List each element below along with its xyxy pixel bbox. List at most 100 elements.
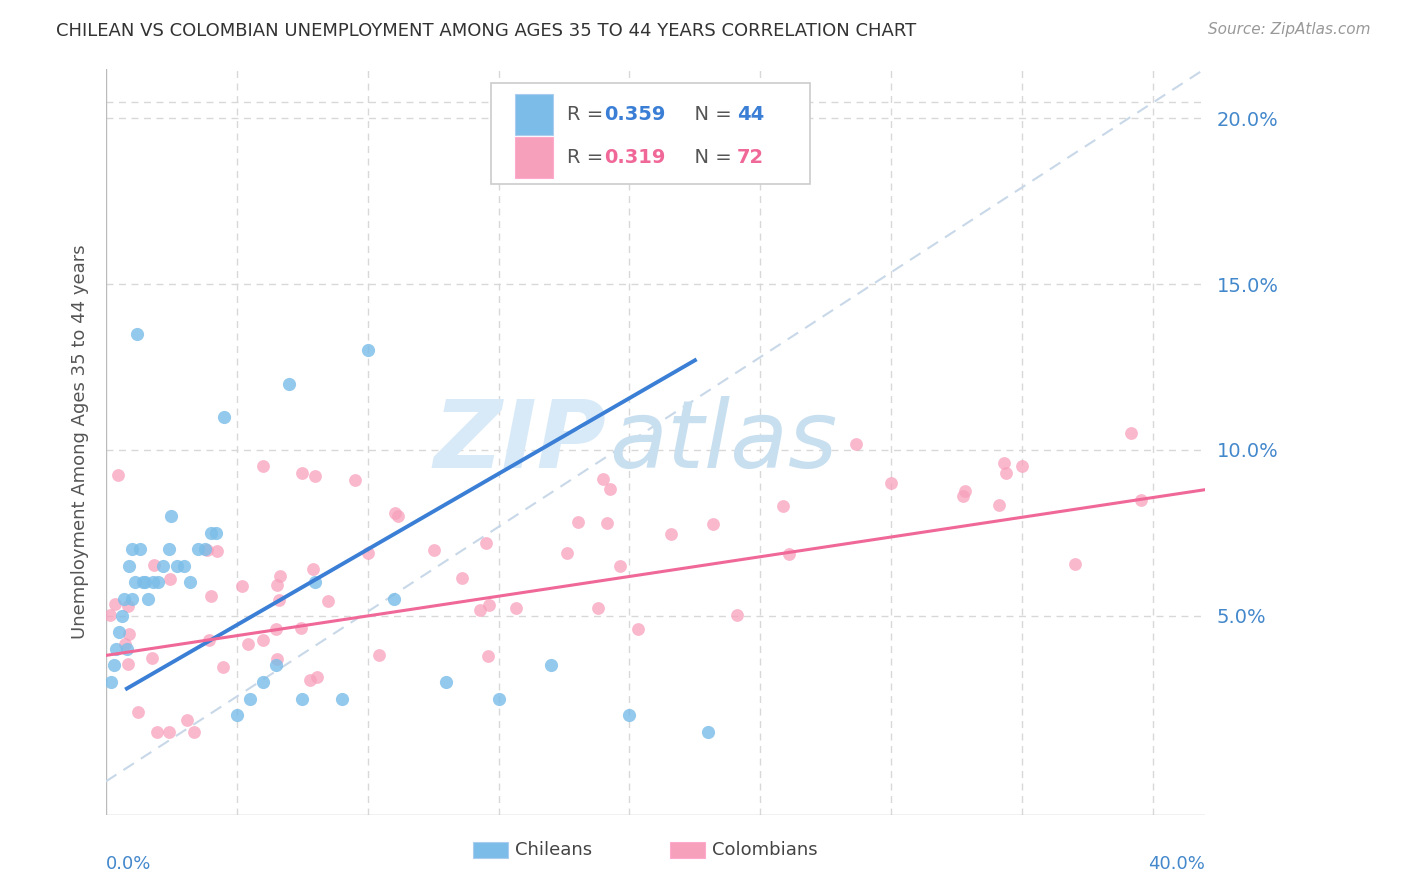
Point — [725, 607, 748, 622]
Point — [307, 670, 329, 684]
Point — [195, 543, 218, 558]
Point — [266, 652, 288, 666]
Point — [129, 542, 152, 557]
Point — [772, 499, 794, 513]
Point — [142, 575, 165, 590]
Point — [173, 558, 195, 573]
Point — [105, 641, 128, 656]
Point — [160, 509, 183, 524]
Point — [252, 459, 274, 474]
Point — [186, 542, 208, 557]
Point — [269, 569, 291, 583]
Point — [423, 543, 446, 558]
Point — [200, 525, 222, 540]
Point — [157, 542, 180, 557]
Point — [304, 469, 326, 483]
Text: N =: N = — [682, 148, 738, 168]
Point — [291, 466, 314, 480]
Point — [1064, 557, 1087, 571]
Point — [298, 673, 321, 687]
Point — [987, 498, 1010, 512]
Point — [198, 633, 221, 648]
Point — [384, 506, 406, 520]
Text: atlas: atlas — [609, 396, 838, 487]
Point — [993, 456, 1015, 470]
Point — [108, 625, 131, 640]
Text: 0.0%: 0.0% — [105, 855, 152, 872]
Point — [596, 516, 619, 531]
Point — [1119, 426, 1142, 441]
Point — [212, 660, 235, 674]
Point — [387, 509, 409, 524]
Point — [225, 708, 247, 723]
Point — [477, 648, 499, 663]
Point — [278, 376, 301, 391]
Point — [115, 641, 138, 656]
Point — [127, 705, 149, 719]
Text: Chileans: Chileans — [516, 841, 592, 859]
Point — [952, 490, 974, 504]
Point — [152, 558, 174, 573]
Point — [127, 326, 149, 341]
Point — [107, 468, 129, 483]
Point — [266, 578, 288, 592]
Point — [659, 527, 682, 541]
Text: R =: R = — [567, 105, 609, 124]
Point — [880, 475, 903, 490]
Point — [104, 597, 127, 611]
Point — [555, 546, 578, 560]
Point — [148, 575, 170, 590]
Text: CHILEAN VS COLOMBIAN UNEMPLOYMENT AMONG AGES 35 TO 44 YEARS CORRELATION CHART: CHILEAN VS COLOMBIAN UNEMPLOYMENT AMONG … — [56, 22, 917, 40]
Point — [157, 724, 180, 739]
Y-axis label: Unemployment Among Ages 35 to 44 years: Unemployment Among Ages 35 to 44 years — [72, 244, 89, 639]
Point — [330, 691, 353, 706]
Point — [357, 343, 380, 358]
Text: 0.319: 0.319 — [605, 148, 665, 168]
Point — [488, 691, 510, 706]
Point — [592, 472, 614, 486]
Text: 40.0%: 40.0% — [1149, 855, 1205, 872]
Point — [131, 575, 153, 590]
Point — [505, 601, 527, 615]
Point — [98, 607, 121, 622]
Point — [112, 592, 135, 607]
Point — [176, 713, 198, 727]
Point — [304, 575, 326, 590]
Text: R =: R = — [567, 148, 609, 168]
Point — [368, 648, 391, 662]
Point — [239, 691, 262, 706]
FancyBboxPatch shape — [515, 137, 554, 178]
Text: ZIP: ZIP — [433, 395, 606, 488]
Point — [382, 592, 405, 607]
FancyBboxPatch shape — [491, 84, 810, 184]
Point — [357, 546, 380, 560]
Point — [599, 482, 621, 496]
Point — [291, 691, 314, 706]
Point — [586, 601, 609, 615]
Point — [117, 599, 139, 614]
Point — [134, 575, 156, 590]
Point — [343, 473, 366, 487]
Point — [146, 724, 169, 739]
Point — [955, 483, 977, 498]
Point — [269, 593, 291, 607]
Point — [121, 592, 143, 607]
Point — [1129, 492, 1152, 507]
Text: 44: 44 — [737, 105, 765, 124]
Point — [117, 657, 139, 671]
Point — [478, 598, 501, 612]
Point — [474, 536, 496, 550]
Point — [183, 724, 205, 739]
Point — [619, 708, 641, 723]
Point — [194, 542, 217, 557]
Point — [434, 674, 457, 689]
Point — [567, 515, 589, 529]
Point — [450, 570, 472, 584]
Point — [627, 622, 650, 636]
Point — [159, 572, 181, 586]
Point — [179, 575, 201, 590]
FancyBboxPatch shape — [515, 95, 554, 136]
Text: Source: ZipAtlas.com: Source: ZipAtlas.com — [1208, 22, 1371, 37]
Point — [290, 620, 312, 634]
Point — [136, 592, 159, 607]
